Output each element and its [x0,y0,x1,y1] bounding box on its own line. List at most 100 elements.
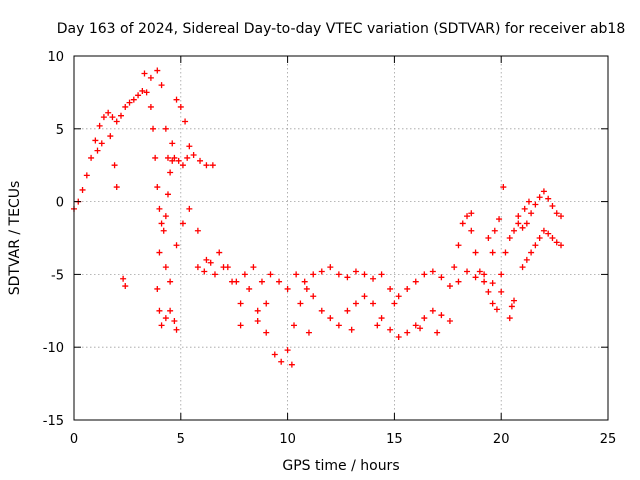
data-point-marker [491,227,498,234]
data-point-marker [120,275,127,282]
data-point-marker [506,235,513,241]
data-point-marker [182,118,189,125]
data-point-marker [263,300,270,307]
data-point-marker [276,278,283,285]
data-point-marker [224,264,231,271]
series-markers [141,67,193,161]
x-tick-label: 10 [279,432,296,447]
data-point-marker [472,249,479,256]
data-point-marker [173,96,180,103]
data-point-marker [387,285,394,292]
data-point-marker [532,201,539,208]
data-point-marker [352,268,359,275]
data-point-marker [130,96,137,103]
data-point-marker [143,89,150,96]
data-point-marker [429,268,436,275]
data-point-marker [233,278,240,285]
data-point-marker [278,358,285,365]
data-point-marker [540,227,547,234]
data-point-marker [498,288,505,295]
data-point-marker [348,326,355,333]
data-point-marker [109,114,116,121]
data-point-marker [209,162,216,169]
data-point-marker [387,326,394,333]
data-point-marker [511,227,518,234]
plot-frame [73,55,609,421]
grid [74,56,608,420]
x-tick-label: 15 [386,432,403,447]
data-point-marker [216,249,223,256]
data-point-marker [288,361,295,368]
data-point-marker [528,210,535,217]
data-point-marker [417,325,424,332]
data-points [71,67,565,368]
data-point-marker [468,227,475,234]
data-point-marker [464,268,471,275]
data-point-marker [472,274,479,281]
data-point-marker [515,220,522,227]
data-point-marker [446,283,453,290]
data-point-marker [438,312,445,319]
data-point-marker [147,103,154,110]
data-point-marker [167,169,174,176]
data-point-marker [167,307,174,314]
data-point-marker [352,300,359,307]
data-point-marker [489,280,496,287]
data-point-marker [135,92,142,99]
data-point-marker [171,154,178,161]
data-point-marker [179,220,186,227]
y-tick-label: 5 [56,123,64,138]
data-point-marker [523,256,530,263]
data-point-marker [113,118,120,125]
data-point-marker [94,147,101,154]
data-point-marker [100,114,107,121]
data-point-marker [318,268,325,275]
data-point-marker [173,242,180,249]
data-point-marker [481,278,488,285]
data-point-marker [515,213,522,220]
data-point-marker [404,329,411,336]
data-point-marker [111,162,118,169]
data-point-marker [117,112,124,119]
data-point-marker [96,122,103,129]
data-point-marker [164,191,171,198]
series-markers [194,249,505,300]
data-point-marker [88,154,95,161]
series-markers [71,87,216,234]
data-point-marker [558,213,565,220]
data-point-marker [254,307,261,314]
data-point-marker [500,184,507,191]
data-point-marker [523,220,530,227]
data-point-marker [545,195,552,202]
data-point-marker [156,249,163,256]
data-point-marker [190,152,197,159]
data-point-marker [291,322,298,329]
data-point-marker [267,271,274,278]
data-point-marker [305,329,312,336]
data-point-marker [489,249,496,256]
data-point-marker [167,278,174,285]
data-point-marker [162,213,169,220]
data-point-marker [476,268,483,275]
data-point-marker [508,303,515,310]
data-point-marker [211,271,218,278]
data-point-marker [434,329,441,336]
data-point-marker [154,184,161,191]
data-point-marker [147,74,154,81]
data-point-marker [498,271,505,278]
data-point-marker [519,264,526,271]
data-point-marker [553,210,560,217]
data-point-marker [553,239,560,246]
data-point-marker [150,125,157,132]
data-point-marker [154,285,161,292]
data-point-marker [374,322,381,329]
data-point-marker [254,317,261,324]
data-point-marker [284,285,291,292]
data-point-marker [451,264,458,271]
data-point-marker [246,285,253,292]
data-point-marker [113,184,120,191]
data-point-marker [395,334,402,341]
data-point-marker [361,293,368,300]
data-point-marker [177,103,184,110]
